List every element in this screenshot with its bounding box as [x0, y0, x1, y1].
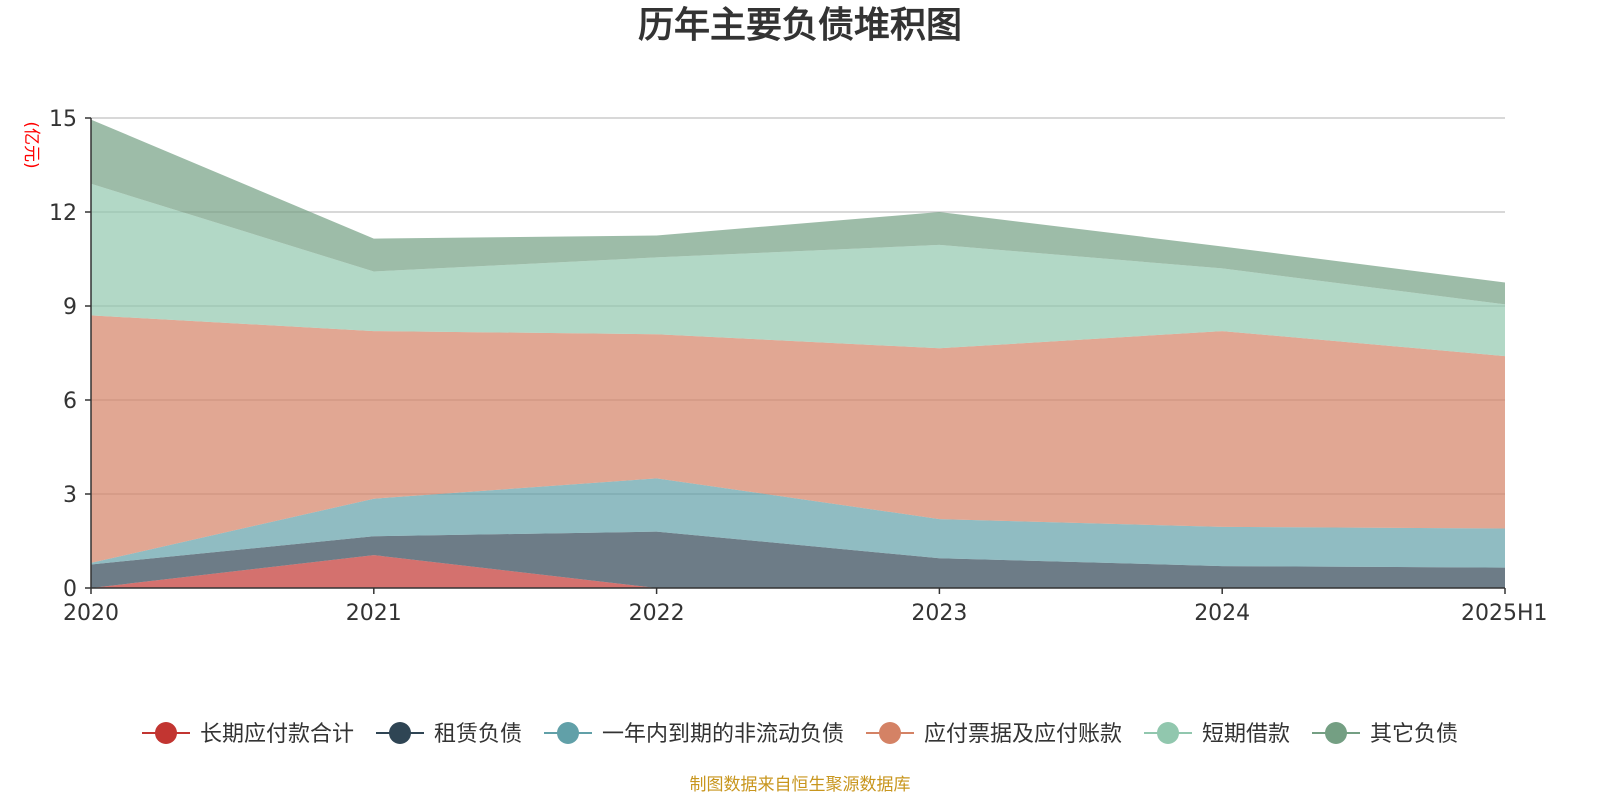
- chart-title: 历年主要负债堆积图: [638, 5, 962, 46]
- y-tick-label: 15: [49, 107, 77, 132]
- legend-item-一年内到期的非流动负债[interactable]: 一年内到期的非流动负债: [544, 722, 844, 747]
- area-长期应付款合计: [91, 555, 1505, 588]
- y-tick-label: 0: [63, 577, 77, 602]
- legend-circle-icon: [1325, 722, 1347, 744]
- legend-circle-icon: [1157, 722, 1179, 744]
- legend-label: 租赁负债: [434, 722, 522, 747]
- area-短期借款: [91, 183, 1505, 357]
- x-tick-label: 2022: [629, 601, 685, 626]
- legend-label: 其它负债: [1370, 722, 1458, 747]
- stacked-areas: [91, 119, 1505, 588]
- legend-circle-icon: [557, 722, 579, 744]
- legend-item-短期借款[interactable]: 短期借款: [1144, 722, 1290, 747]
- legend-circle-icon: [155, 722, 177, 744]
- y-tick-label: 6: [63, 389, 77, 414]
- area-应付票据及应付账款: [91, 315, 1505, 563]
- legend-circle-icon: [879, 722, 901, 744]
- y-tick-label: 12: [49, 201, 77, 226]
- legend-label: 短期借款: [1202, 722, 1290, 747]
- y-axis-unit-label: (亿元): [21, 121, 41, 168]
- area-其它负债: [91, 119, 1505, 305]
- legend-item-长期应付款合计[interactable]: 长期应付款合计: [142, 722, 354, 747]
- legend-label: 长期应付款合计: [200, 722, 354, 747]
- legend-label: 一年内到期的非流动负债: [602, 722, 844, 747]
- legend-item-其它负债[interactable]: 其它负债: [1312, 722, 1458, 747]
- area-租赁负债: [91, 531, 1505, 588]
- legend-item-租赁负债[interactable]: 租赁负债: [376, 722, 522, 747]
- x-tick-label: 2023: [911, 601, 967, 626]
- axes: 0 3 6 9 12 15 2020 2021 2022 2023 2024 2025H1: [49, 107, 1548, 626]
- y-tick-label: 3: [63, 483, 77, 508]
- legend[interactable]: 长期应付款合计 租赁负债 一年内到期的非流动负债 应付票据及应付账款 短期借款 其它负债: [142, 722, 1458, 747]
- y-tick-label: 9: [63, 295, 77, 320]
- legend-circle-icon: [389, 722, 411, 744]
- x-tick-label: 2020: [63, 601, 119, 626]
- x-tick-label: 2024: [1194, 601, 1250, 626]
- data-source-note: 制图数据来自恒生聚源数据库: [690, 775, 911, 795]
- area-一年内到期的非流动负债: [91, 478, 1505, 568]
- x-tick-label: 2021: [346, 601, 402, 626]
- x-tick-label: 2025H1: [1461, 601, 1548, 626]
- legend-label: 应付票据及应付账款: [924, 722, 1122, 747]
- legend-item-应付票据及应付账款[interactable]: 应付票据及应付账款: [866, 722, 1122, 747]
